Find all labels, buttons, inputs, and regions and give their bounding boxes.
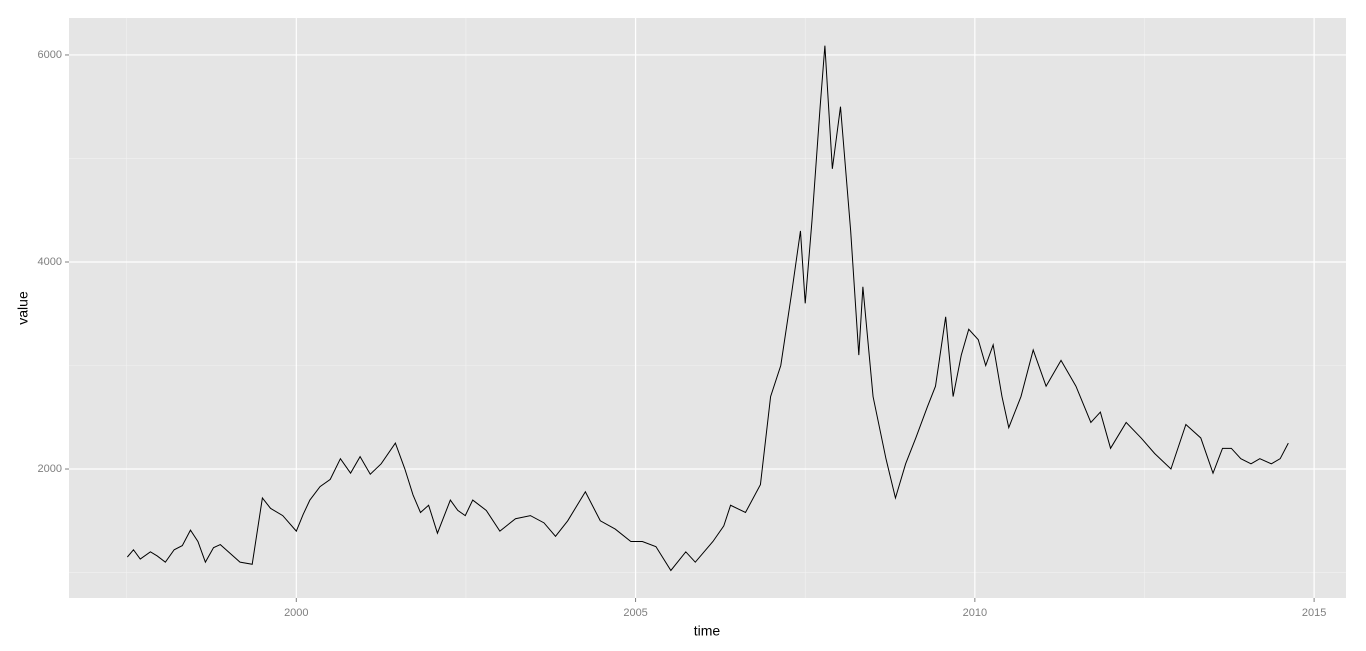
x-tick-label: 2000 [284,607,308,619]
y-tick-label: 4000 [38,256,62,268]
marks [126,45,1289,572]
y-axis-title: value [15,291,31,325]
y-tick-label: 2000 [38,463,62,475]
x-tick-label: 2005 [623,607,647,619]
plot-panel [69,18,1346,598]
grid: 2000 2005 2010 2015 2000 4000 6000 [38,18,1346,619]
price-line [126,45,1289,572]
x-axis-title: time [694,623,721,639]
y-tick-label: 6000 [38,49,62,61]
x-tick-label: 2010 [963,607,987,619]
x-tick-label: 2015 [1302,607,1326,619]
